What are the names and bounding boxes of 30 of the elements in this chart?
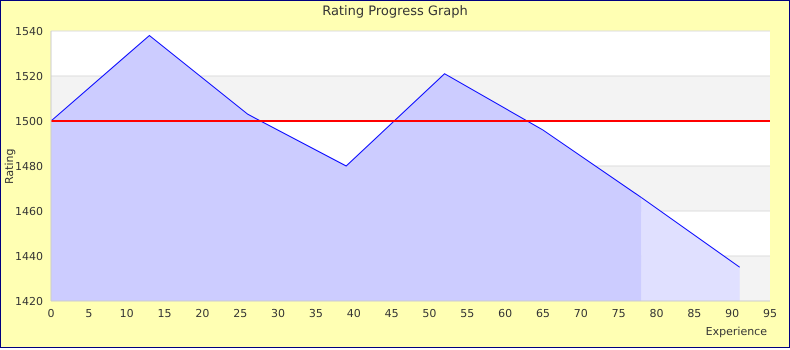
y-tick-label: 1420 <box>15 294 43 308</box>
x-tick-label: 0 <box>48 306 54 320</box>
x-tick-label: 45 <box>384 306 399 320</box>
x-tick-label: 65 <box>536 306 550 320</box>
x-tick-label: 20 <box>195 306 210 320</box>
y-tick-label: 1540 <box>15 24 43 38</box>
x-tick-label: 15 <box>158 306 172 320</box>
x-tick-label: 95 <box>763 306 777 320</box>
x-tick-label: 5 <box>85 306 92 320</box>
x-tick-label: 60 <box>498 306 512 320</box>
x-tick-label: 80 <box>649 306 664 320</box>
x-tick-label: 85 <box>687 306 702 320</box>
y-tick-label: 1500 <box>15 114 43 128</box>
x-tick-label: 30 <box>271 306 286 320</box>
x-tick-label: 90 <box>725 306 740 320</box>
x-tick-label: 55 <box>460 306 474 320</box>
x-tick-label: 40 <box>346 306 361 320</box>
x-axis-title: Experience <box>706 325 767 338</box>
x-tick-label: 70 <box>574 306 588 320</box>
y-axis-title: Rating <box>3 148 16 184</box>
y-tick-label: 1440 <box>15 250 43 263</box>
y-tick-label: 1480 <box>15 160 43 173</box>
x-tick-label: 35 <box>308 306 323 320</box>
y-tick-label: 1460 <box>15 204 43 218</box>
x-tick-label: 75 <box>612 306 626 320</box>
x-tick-label: 50 <box>422 306 436 320</box>
x-tick-label: 10 <box>120 306 134 320</box>
x-tick-label: 25 <box>233 306 248 320</box>
y-tick-label: 1520 <box>15 70 43 83</box>
chart-title: Rating Progress Graph <box>321 4 469 19</box>
